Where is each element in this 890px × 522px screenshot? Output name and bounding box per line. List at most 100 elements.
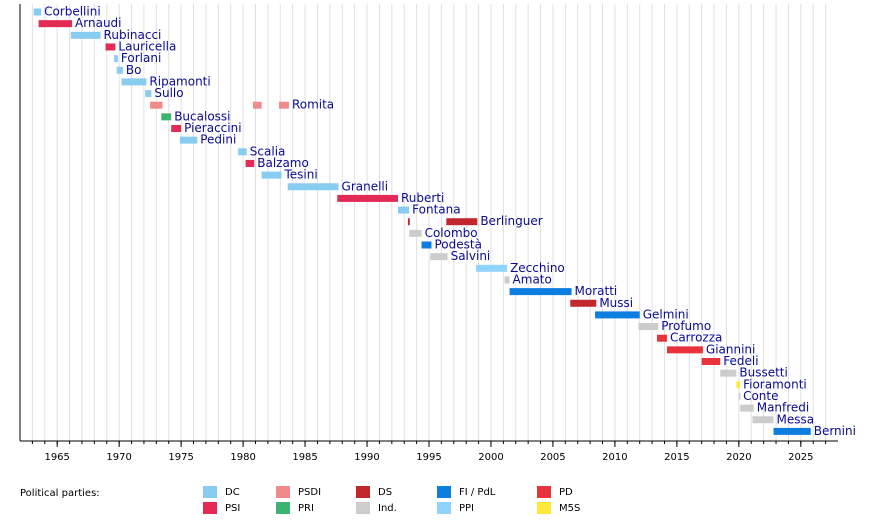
legend-label: PPI	[459, 503, 474, 514]
x-tick-label: 2015	[664, 452, 689, 463]
minister-label: Conte	[743, 389, 778, 403]
x-tick-label: 1975	[168, 452, 193, 463]
legend-label: FI / PdL	[459, 487, 496, 498]
legend-label: Ind.	[378, 503, 397, 514]
minister-label: Pieraccini	[184, 121, 241, 135]
term-bar	[736, 381, 741, 389]
term-bar	[287, 183, 339, 191]
x-tick-label: 1995	[416, 452, 441, 463]
minister-label: Zecchino	[510, 261, 565, 275]
x-tick-label: 1985	[292, 452, 317, 463]
minister-label: Fioramonti	[743, 377, 807, 391]
legend-swatch	[203, 486, 217, 498]
minister-label: Corbellini	[44, 5, 101, 19]
minister-label: Lauricella	[118, 39, 176, 53]
minister-label: Bo	[126, 63, 142, 77]
x-tick-label: 2000	[478, 452, 503, 463]
legend-label: PSI	[225, 503, 240, 514]
term-bar	[150, 101, 163, 109]
term-bar	[121, 78, 147, 86]
legend-swatch	[537, 486, 551, 498]
term-bar	[421, 241, 432, 249]
term-bar	[105, 43, 116, 51]
minister-label: Moratti	[575, 284, 618, 298]
minister-label: Arnaudi	[75, 16, 121, 30]
minister-label: Fontana	[412, 203, 460, 217]
legend-swatch	[203, 502, 217, 514]
term-bar	[638, 323, 659, 331]
minister-label: Bussetti	[739, 366, 787, 380]
legend-label: PRI	[298, 503, 314, 514]
term-bar	[279, 101, 289, 109]
term-bar	[161, 113, 172, 121]
term-bar	[114, 55, 118, 63]
legend-swatch	[356, 486, 370, 498]
minister-label: Pedini	[200, 133, 236, 147]
term-bar	[245, 159, 255, 167]
term-bar	[773, 427, 811, 435]
minister-label: Ripamonti	[149, 74, 210, 88]
minister-label: Messa	[777, 412, 815, 426]
minister-label: Fedeli	[723, 354, 758, 368]
term-bar	[720, 369, 737, 377]
legend-swatch	[437, 502, 451, 514]
minister-label: Forlani	[121, 51, 161, 65]
x-tick-label: 1980	[230, 452, 255, 463]
minister-label: Bernini	[814, 424, 856, 438]
x-tick-label: 2025	[788, 452, 813, 463]
minister-label: Giannini	[706, 342, 755, 356]
minister-label: Salvini	[451, 249, 491, 263]
term-bar	[70, 31, 101, 39]
legend-label: PD	[559, 487, 573, 498]
term-bar	[398, 206, 410, 214]
term-bar	[446, 218, 478, 226]
minister-label: Profumo	[661, 319, 711, 333]
minister-label: Berlinguer	[480, 214, 542, 228]
legend-label: DC	[225, 487, 240, 498]
term-bar	[666, 346, 703, 354]
minister-label: Manfredi	[757, 401, 810, 415]
x-tick-label: 2005	[540, 452, 565, 463]
minister-label: Colombo	[425, 226, 478, 240]
term-bar	[38, 20, 73, 28]
term-bar	[409, 229, 422, 237]
term-bar	[253, 101, 262, 109]
term-bar	[261, 171, 282, 179]
term-bar	[33, 8, 42, 16]
minister-label: Balzamo	[257, 156, 309, 170]
minister-label: Tesini	[284, 168, 318, 182]
legend-label: M5S	[559, 503, 580, 514]
term-bar	[407, 218, 410, 226]
term-bar	[179, 136, 198, 144]
minister-label: Podestà	[434, 238, 481, 252]
x-tick-label: 1970	[106, 452, 131, 463]
x-tick-label: 2010	[602, 452, 627, 463]
legend-label: PSDI	[298, 487, 321, 498]
term-bar	[145, 90, 152, 98]
term-bar	[701, 358, 721, 365]
term-bar	[504, 276, 510, 284]
legend-swatch	[356, 502, 370, 514]
term-bar	[657, 334, 667, 342]
minister-label: Granelli	[342, 179, 389, 193]
legend-title: Political parties:	[20, 488, 100, 499]
minister-label: Ruberti	[401, 191, 444, 205]
term-bar	[476, 264, 508, 272]
minister-label: Mussi	[599, 296, 633, 310]
legend-label: DS	[378, 487, 392, 498]
minister-label: Bucalossi	[174, 109, 230, 123]
term-bar	[570, 299, 597, 307]
legend-swatch	[537, 502, 551, 514]
x-tick-label: 1990	[354, 452, 379, 463]
minister-label: Carrozza	[670, 331, 722, 345]
term-bar	[337, 194, 399, 202]
legend-swatch	[276, 502, 290, 514]
term-bar	[752, 416, 774, 424]
term-bar	[595, 311, 640, 319]
legend-swatch	[437, 486, 451, 498]
minister-label: Gelmini	[643, 307, 689, 321]
minister-label: Rubinacci	[104, 28, 162, 42]
minister-label: Amato	[513, 272, 552, 286]
term-bar	[738, 392, 741, 400]
